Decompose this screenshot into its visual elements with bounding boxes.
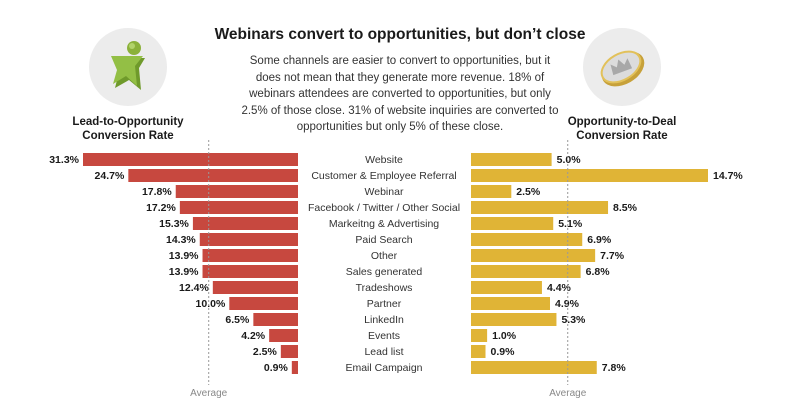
category-label: Partner xyxy=(367,298,402,310)
right-value-label: 14.7% xyxy=(713,170,743,182)
chart-subtitle: Some channels are easier to convert to o… xyxy=(228,53,572,136)
right-bar xyxy=(471,265,581,278)
right-value-label: 6.9% xyxy=(587,234,612,246)
right-bar xyxy=(471,329,488,342)
right-bar xyxy=(471,281,542,294)
category-label: Customer & Employee Referral xyxy=(311,170,456,182)
left-bar xyxy=(280,345,298,358)
right-series-label-line1: Opportunity-to-Deal xyxy=(567,116,677,128)
right-value-label: 1.0% xyxy=(492,330,517,342)
category-label: LinkedIn xyxy=(364,314,404,326)
left-bar xyxy=(175,185,298,198)
left-value-label: 4.2% xyxy=(241,330,266,342)
right-bar xyxy=(471,217,554,230)
subtitle-line: opportunities but only 5% of these close… xyxy=(296,121,504,133)
left-bar xyxy=(179,201,298,214)
left-bar xyxy=(199,233,298,246)
left-value-label: 14.3% xyxy=(166,234,196,246)
category-label: Lead list xyxy=(364,346,403,358)
left-value-label: 31.3% xyxy=(49,154,79,166)
left-value-label: 24.7% xyxy=(95,170,125,182)
right-bar xyxy=(471,185,512,198)
left-bar xyxy=(128,169,298,182)
left-bar xyxy=(202,265,298,278)
left-bar xyxy=(83,153,298,166)
category-label: Tradeshows xyxy=(356,282,413,294)
right-bar xyxy=(471,169,708,182)
left-bar xyxy=(269,329,298,342)
left-series-label-line1: Lead-to-Opportunity xyxy=(72,116,184,128)
right-bar xyxy=(471,153,552,166)
category-label: Webinar xyxy=(365,186,404,198)
category-label: Facebook / Twitter / Other Social xyxy=(308,202,460,214)
left-bar xyxy=(202,249,298,262)
right-value-label: 7.7% xyxy=(600,250,625,262)
category-label: Website xyxy=(365,154,403,166)
left-value-label: 10.0% xyxy=(196,298,226,310)
right-bar xyxy=(471,345,486,358)
subtitle-line: 2.5% of those close. 31% of website inqu… xyxy=(241,104,559,117)
left-value-label: 15.3% xyxy=(159,218,189,230)
category-label: Markeitng & Advertising xyxy=(329,218,439,230)
right-value-label: 2.5% xyxy=(516,186,541,198)
right-value-label: 8.5% xyxy=(613,202,638,214)
left-value-label: 0.9% xyxy=(264,362,289,374)
left-value-label: 12.4% xyxy=(179,282,209,294)
category-label: Events xyxy=(368,330,400,342)
right-series-label-line2: Conversion Rate xyxy=(576,130,668,142)
right-bar xyxy=(471,313,557,326)
left-bar xyxy=(212,281,298,294)
left-bar xyxy=(253,313,298,326)
left-value-label: 6.5% xyxy=(225,314,250,326)
chart-title: Webinars convert to opportunities, but d… xyxy=(214,26,586,43)
right-bar xyxy=(471,249,596,262)
left-bar xyxy=(192,217,298,230)
right-value-label: 0.9% xyxy=(491,346,516,358)
left-average-label: Average xyxy=(190,388,228,399)
category-label: Email Campaign xyxy=(345,362,422,374)
subtitle-line: does not mean that they generate more re… xyxy=(255,71,545,84)
left-value-label: 17.8% xyxy=(142,186,172,198)
left-series-label-line2: Conversion Rate xyxy=(82,130,174,142)
right-value-label: 4.4% xyxy=(547,282,572,294)
right-value-label: 7.8% xyxy=(602,362,627,374)
star-person-icon xyxy=(89,28,167,106)
category-label: Paid Search xyxy=(355,234,412,246)
left-value-label: 13.9% xyxy=(169,266,199,278)
left-value-label: 17.2% xyxy=(146,202,176,214)
right-bar xyxy=(471,201,609,214)
right-bar xyxy=(471,361,597,374)
right-value-label: 6.8% xyxy=(586,266,611,278)
subtitle-line: webinars attendees are converted to oppo… xyxy=(249,88,551,100)
category-label: Sales generated xyxy=(346,266,423,278)
left-bar xyxy=(291,361,298,374)
right-bar xyxy=(471,233,583,246)
right-value-label: 5.3% xyxy=(561,314,586,326)
left-series-label: Lead-to-Opportunity Conversion Rate xyxy=(48,115,208,143)
right-bar xyxy=(471,297,550,310)
subtitle-line: Some channels are easier to convert to o… xyxy=(249,55,551,67)
left-bar xyxy=(229,297,298,310)
left-value-label: 2.5% xyxy=(253,346,278,358)
crown-coin-icon xyxy=(583,28,661,106)
right-average-label: Average xyxy=(549,388,587,399)
right-value-label: 5.1% xyxy=(558,218,583,230)
right-series-label: Opportunity-to-Deal Conversion Rate xyxy=(542,115,702,143)
left-value-label: 13.9% xyxy=(169,250,199,262)
right-value-label: 5.0% xyxy=(557,154,582,166)
category-label: Other xyxy=(371,250,398,262)
